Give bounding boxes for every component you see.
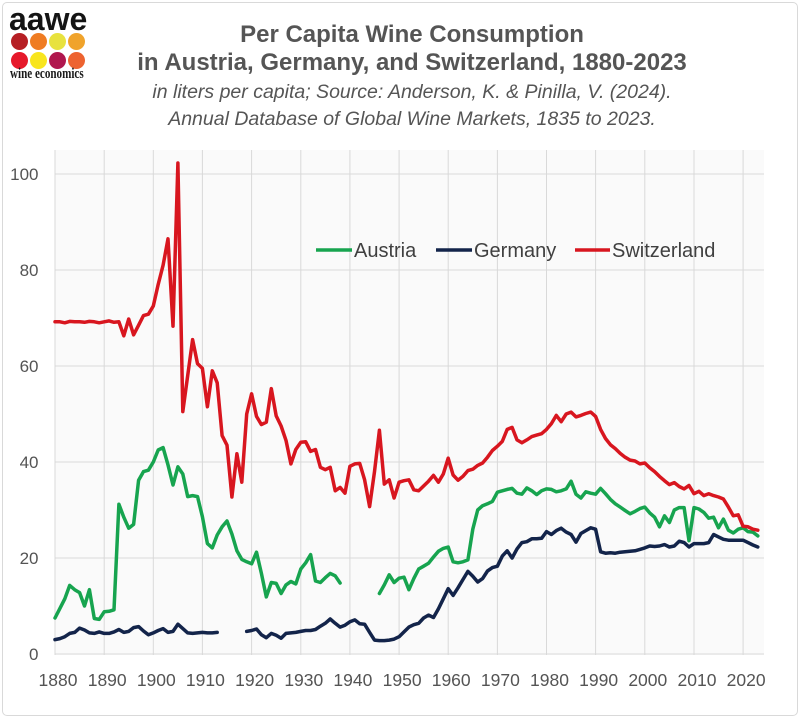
svg-text:2020: 2020 <box>727 670 766 690</box>
svg-text:Switzerland: Switzerland <box>612 240 715 262</box>
svg-text:1880: 1880 <box>39 670 78 690</box>
svg-text:2010: 2010 <box>678 670 717 690</box>
svg-text:1960: 1960 <box>432 670 471 690</box>
svg-text:0: 0 <box>29 645 38 664</box>
svg-text:Germany: Germany <box>474 240 556 262</box>
svg-text:20: 20 <box>20 549 39 568</box>
svg-text:1940: 1940 <box>333 670 372 690</box>
svg-text:1890: 1890 <box>88 670 127 690</box>
svg-text:1980: 1980 <box>530 670 569 690</box>
svg-text:100: 100 <box>10 165 38 184</box>
svg-text:1920: 1920 <box>235 670 274 690</box>
svg-text:40: 40 <box>20 453 39 472</box>
svg-text:80: 80 <box>20 261 39 280</box>
svg-text:60: 60 <box>20 357 39 376</box>
svg-text:1970: 1970 <box>481 670 520 690</box>
svg-text:1910: 1910 <box>186 670 225 690</box>
svg-text:Austria: Austria <box>354 240 417 262</box>
svg-text:1950: 1950 <box>383 670 422 690</box>
svg-text:1900: 1900 <box>137 670 176 690</box>
svg-text:1930: 1930 <box>284 670 323 690</box>
svg-text:2000: 2000 <box>628 670 667 690</box>
svg-text:1990: 1990 <box>579 670 618 690</box>
